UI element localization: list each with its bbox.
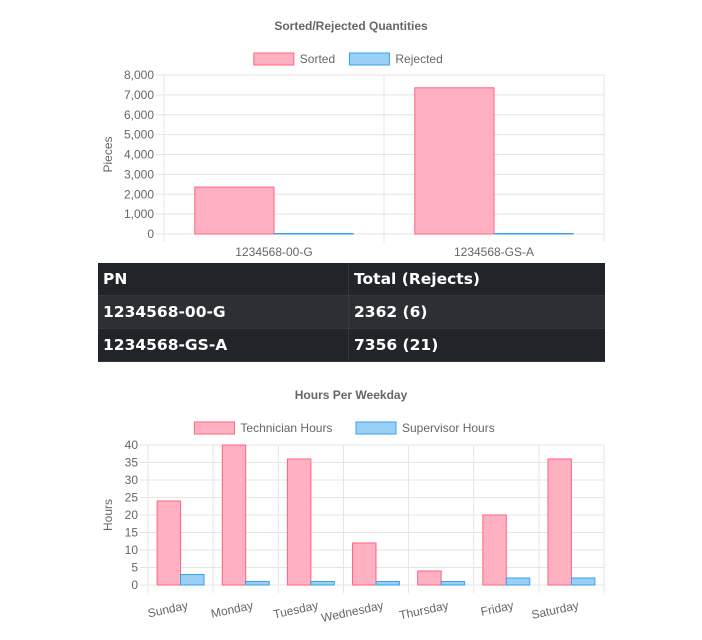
- y-tick-label: 35: [125, 456, 139, 470]
- x-tick-label: Wednesday: [320, 598, 385, 625]
- total-rejects-header: Total (Rejects): [348, 263, 605, 296]
- legend-swatch-secondary: [355, 421, 397, 435]
- bar-secondary: [375, 581, 400, 586]
- y-tick-label: 0: [131, 578, 138, 592]
- y-axis-title: Pieces: [101, 136, 115, 172]
- bar-secondary: [505, 577, 531, 586]
- bar-secondary: [245, 581, 270, 586]
- chart-title: Sorted/Rejected Quantities: [274, 19, 428, 33]
- y-tick-label: 40: [125, 438, 139, 452]
- x-tick-label: 1234568-00-G: [235, 245, 312, 259]
- y-tick-label: 7,000: [124, 88, 154, 102]
- y-axis-title: Hours: [101, 499, 115, 531]
- x-tick-label: Tuesday: [272, 598, 320, 621]
- x-tick-label: Sunday: [146, 598, 189, 620]
- total-cell: 2362 (6): [348, 295, 605, 329]
- bar-secondary: [310, 581, 335, 586]
- chart-title: Hours Per Weekday: [295, 388, 408, 402]
- y-tick-label: 30: [125, 473, 139, 487]
- bar-primary: [547, 458, 572, 586]
- bar-secondary: [180, 574, 205, 586]
- bar-primary: [482, 514, 507, 586]
- table-header-row: PN Total (Rejects): [98, 263, 605, 296]
- y-tick-label: 20: [125, 508, 139, 522]
- bar-primary: [414, 87, 495, 235]
- bar-secondary: [273, 233, 354, 235]
- table-row: 1234568-00-G 2362 (6): [98, 295, 605, 329]
- bar-secondary: [440, 581, 466, 586]
- x-tick-label: Thursday: [398, 598, 450, 622]
- y-tick-label: 10: [125, 543, 139, 557]
- legend-swatch-primary: [253, 52, 295, 66]
- y-tick-label: 1,000: [124, 207, 154, 221]
- y-tick-label: 2,000: [124, 187, 154, 201]
- bar-primary: [221, 444, 247, 586]
- legend-swatch-primary: [193, 421, 235, 435]
- pn-totals-table: PN Total (Rejects) 1234568-00-G 2362 (6)…: [98, 263, 605, 362]
- y-tick-label: 25: [125, 491, 139, 505]
- legend-swatch-secondary: [348, 52, 390, 66]
- y-tick-label: 15: [125, 526, 139, 540]
- y-tick-label: 3,000: [124, 167, 154, 181]
- pn-cell: 1234568-00-G: [98, 295, 349, 329]
- legend-label: Sorted: [300, 52, 335, 66]
- bar-secondary: [570, 577, 596, 586]
- bar-secondary: [493, 233, 574, 235]
- x-tick-label: 1234568-GS-A: [454, 245, 534, 259]
- x-tick-label: Monday: [210, 598, 255, 621]
- bar-primary: [417, 570, 442, 586]
- y-tick-label: 8,000: [124, 68, 154, 82]
- hours-per-weekday-chart: Hours Per Weekday Technician Hours Supervi…: [101, 388, 605, 625]
- total-cell: 7356 (21): [348, 328, 605, 362]
- sorted-rejected-chart: Sorted/Rejected Quantities Sorted Rejected…: [101, 19, 605, 259]
- bar-primary: [194, 186, 275, 235]
- y-tick-label: 4,000: [124, 148, 154, 162]
- bar-primary: [352, 542, 377, 586]
- pn-cell: 1234568-GS-A: [98, 328, 349, 362]
- y-tick-label: 0: [147, 227, 154, 241]
- y-tick-label: 5: [131, 561, 138, 575]
- y-tick-label: 5,000: [124, 128, 154, 142]
- table-row: 1234568-GS-A 7356 (21): [98, 328, 605, 362]
- x-tick-label: Saturday: [530, 598, 580, 622]
- x-tick-label: Friday: [479, 598, 515, 619]
- bar-primary: [286, 458, 312, 586]
- bar-primary: [156, 500, 182, 586]
- y-tick-label: 6,000: [124, 108, 154, 122]
- pn-header: PN: [98, 263, 349, 296]
- legend-label: Technician Hours: [240, 421, 332, 435]
- legend-label: Supervisor Hours: [402, 421, 495, 435]
- legend-label: Rejected: [395, 52, 442, 66]
